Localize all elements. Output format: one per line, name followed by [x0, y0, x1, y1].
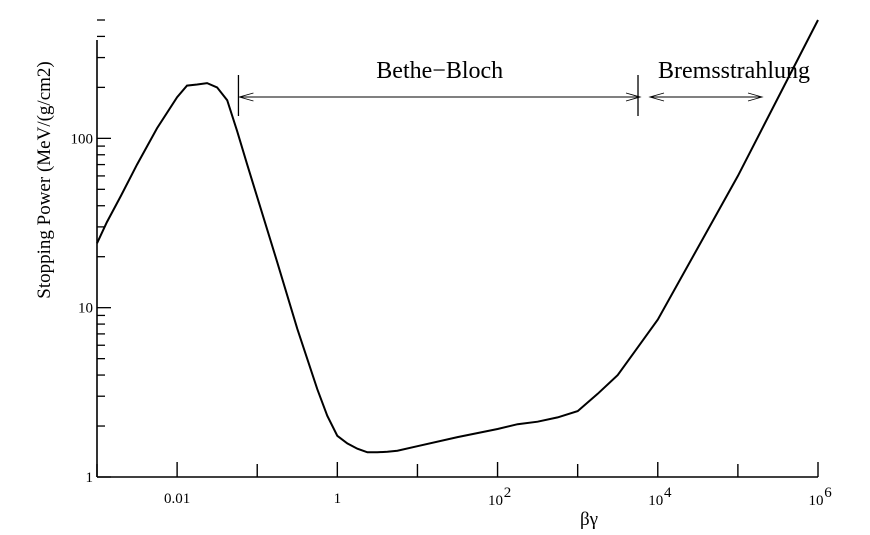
y-tick-label: 100 — [71, 131, 94, 147]
x-tick-label: 0.01 — [164, 491, 190, 507]
region-label: Bremsstrahlung — [658, 58, 810, 84]
x-tick-label: 10 — [809, 493, 824, 509]
region-arrow-head-left — [648, 92, 665, 102]
x-tick-label: 10 — [488, 493, 503, 509]
region-annotation-1: Bremsstrahlung — [648, 58, 810, 102]
series-line-0 — [96, 19, 819, 454]
annotations: Bethe−Bloch Bremsstrahlung — [237, 58, 810, 116]
x-tick-label: 1 — [334, 491, 342, 507]
x-tick-label-exponent: 4 — [664, 485, 672, 501]
axes — [96, 40, 818, 478]
x-tick-label-exponent: 6 — [824, 485, 832, 501]
region-arrow-head-left — [237, 92, 254, 102]
x-tick-label: 10 — [648, 493, 663, 509]
x-tick-label-exponent: 2 — [504, 485, 512, 501]
series-layer — [96, 19, 819, 454]
y-tick-label: 10 — [78, 301, 93, 317]
region-label: Bethe−Bloch — [376, 58, 503, 84]
region-arrow-head-right — [625, 92, 642, 102]
region-annotation-0: Bethe−Bloch — [237, 58, 642, 102]
region-arrow-head-right — [747, 92, 764, 102]
y-axis-title: Stopping Power (MeV/(g/cm2) — [34, 61, 55, 298]
y-tick-label: 1 — [86, 470, 94, 486]
x-axis-title: βγ — [580, 509, 598, 530]
